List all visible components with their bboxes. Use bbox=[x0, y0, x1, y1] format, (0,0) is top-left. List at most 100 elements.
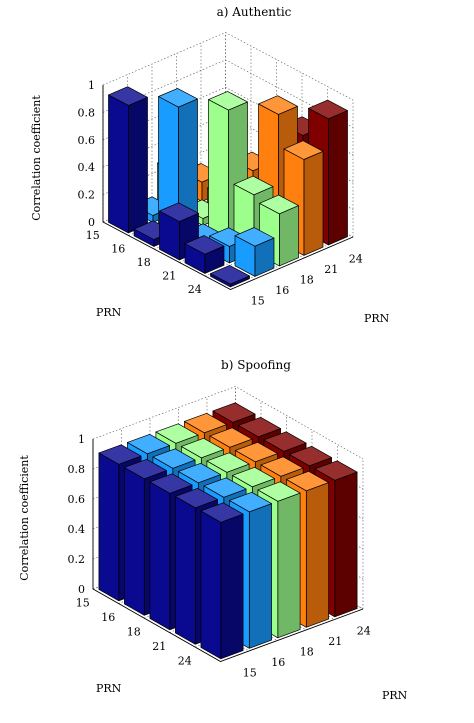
bar-top-face bbox=[124, 458, 167, 480]
z-tick-label: 0.4 bbox=[78, 161, 96, 174]
row-tick-label: 24 bbox=[178, 654, 192, 667]
bar-top-face bbox=[209, 427, 253, 448]
z-axis-label: Correlation coefficient bbox=[30, 95, 43, 221]
bar-top-face bbox=[210, 265, 250, 285]
bar-top-face bbox=[234, 227, 275, 247]
z-tick-label: 0.4 bbox=[68, 523, 86, 536]
bar-top-face bbox=[232, 466, 275, 488]
bar-prn16-prn16 bbox=[158, 88, 198, 237]
z-tick-label: 0.2 bbox=[68, 553, 86, 566]
bar-top-face bbox=[289, 445, 332, 467]
bar-front-face bbox=[98, 452, 120, 602]
bar-top-face bbox=[203, 477, 247, 498]
z-gridline bbox=[92, 386, 364, 460]
row-tick-label: 21 bbox=[162, 269, 176, 282]
row-tick-label: 15 bbox=[86, 229, 100, 242]
bar-top-face bbox=[184, 412, 227, 434]
bar-prn18-prn18 bbox=[208, 91, 248, 240]
z-tick-label: 1 bbox=[78, 433, 85, 446]
bar-prn21-prn15 bbox=[184, 235, 225, 274]
bar-top-face bbox=[98, 444, 142, 465]
z-tick-label: 0.8 bbox=[78, 106, 96, 119]
row-tick-label: 16 bbox=[111, 242, 125, 255]
col-axis-label: PRN bbox=[364, 312, 390, 325]
col-tick-label: 18 bbox=[300, 645, 314, 658]
row-tick-label: 16 bbox=[101, 611, 115, 624]
bar-top-face bbox=[159, 202, 199, 222]
bar-top-face bbox=[108, 86, 148, 106]
bar-side-face bbox=[328, 110, 348, 246]
bar-side-face bbox=[279, 205, 299, 267]
bar-top-face bbox=[127, 433, 170, 455]
chart-title: b) Spoofing bbox=[221, 358, 291, 372]
axis-frame bbox=[92, 439, 364, 662]
col-tick-label: 15 bbox=[243, 666, 257, 679]
chart-title: a) Authentic bbox=[217, 5, 292, 19]
bar-top-face bbox=[206, 452, 250, 473]
col-tick-label: 16 bbox=[271, 656, 285, 669]
bar-prn24-prn15 bbox=[210, 265, 250, 288]
bar-prn24-prn21 bbox=[283, 140, 324, 256]
bar-side-face bbox=[303, 150, 324, 256]
bar-top-face bbox=[263, 431, 307, 452]
z-gridline bbox=[102, 32, 354, 101]
bar-side-face bbox=[305, 482, 329, 628]
bar-top-face bbox=[229, 491, 272, 513]
col-tick-label: 15 bbox=[251, 294, 265, 307]
col-axis-label: PRN bbox=[382, 689, 408, 702]
bar-top-face bbox=[149, 473, 193, 494]
bar-top-face bbox=[258, 95, 298, 115]
z-tick-label: 1 bbox=[88, 79, 95, 92]
bar-top-face bbox=[286, 470, 329, 492]
bar-front-face bbox=[124, 467, 145, 616]
z-tick-label: 0 bbox=[88, 216, 95, 229]
bar-top-face bbox=[208, 91, 248, 111]
row-tick-label: 18 bbox=[127, 625, 141, 638]
col-tick-label: 21 bbox=[324, 263, 338, 276]
row-tick-label: 21 bbox=[152, 640, 166, 653]
row-tick-label: 24 bbox=[188, 283, 202, 296]
z-tick-label: 0.8 bbox=[68, 463, 86, 476]
axis-frame bbox=[102, 85, 354, 290]
bar-top-face bbox=[257, 481, 301, 502]
bar-top-face bbox=[152, 448, 196, 469]
bar-top-face bbox=[308, 99, 348, 120]
z-tick-label: 0.2 bbox=[78, 189, 96, 202]
bar-side-face bbox=[128, 96, 148, 234]
bar-top-face bbox=[158, 88, 198, 108]
bar-top-face bbox=[238, 416, 281, 438]
bar-front-face bbox=[208, 99, 229, 240]
bar-front-face bbox=[200, 510, 222, 660]
bar-top-face bbox=[155, 423, 199, 444]
row-tick-label: 18 bbox=[137, 256, 151, 269]
bar-top-face bbox=[233, 175, 274, 196]
bar-top-face bbox=[259, 194, 299, 215]
col-tick-label: 21 bbox=[328, 635, 342, 648]
bar-prn15-prn15 bbox=[108, 86, 148, 234]
bar-top-face bbox=[175, 487, 218, 509]
col-tick-label: 24 bbox=[357, 624, 371, 637]
bar-side-face bbox=[277, 492, 301, 639]
z-tick-label: 0 bbox=[78, 583, 85, 596]
bar-top-face bbox=[314, 460, 358, 481]
row-axis-label: PRN bbox=[96, 682, 122, 695]
bar-top-face bbox=[283, 140, 324, 160]
bar-top-face bbox=[212, 402, 256, 423]
bar-top-face bbox=[178, 462, 221, 484]
bar-front-face bbox=[149, 481, 171, 631]
bar-prn24-prn18 bbox=[259, 194, 299, 267]
bar-side-face bbox=[248, 503, 272, 649]
bar-side-face bbox=[334, 471, 358, 618]
row-tick-label: 15 bbox=[76, 596, 90, 609]
bar-prn24-prn16 bbox=[234, 227, 275, 277]
chart-panel-spoofing: b) Spoofing Correlation coefficient PRN … bbox=[18, 358, 408, 702]
col-tick-label: 18 bbox=[300, 273, 314, 286]
z-gridline bbox=[102, 86, 354, 156]
bar-side-face bbox=[220, 513, 244, 660]
bar-front-face bbox=[108, 94, 129, 234]
z-axis-label: Correlation coefficient bbox=[18, 455, 31, 581]
bar-front-face bbox=[175, 496, 196, 645]
z-tick-label: 0.6 bbox=[68, 493, 86, 506]
